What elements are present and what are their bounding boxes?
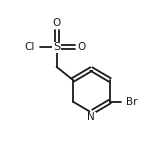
Text: Br: Br — [126, 97, 138, 107]
Text: N: N — [87, 113, 95, 123]
Text: Cl: Cl — [24, 42, 35, 52]
Text: O: O — [52, 18, 61, 28]
Text: O: O — [77, 42, 85, 52]
Text: S: S — [53, 42, 60, 52]
